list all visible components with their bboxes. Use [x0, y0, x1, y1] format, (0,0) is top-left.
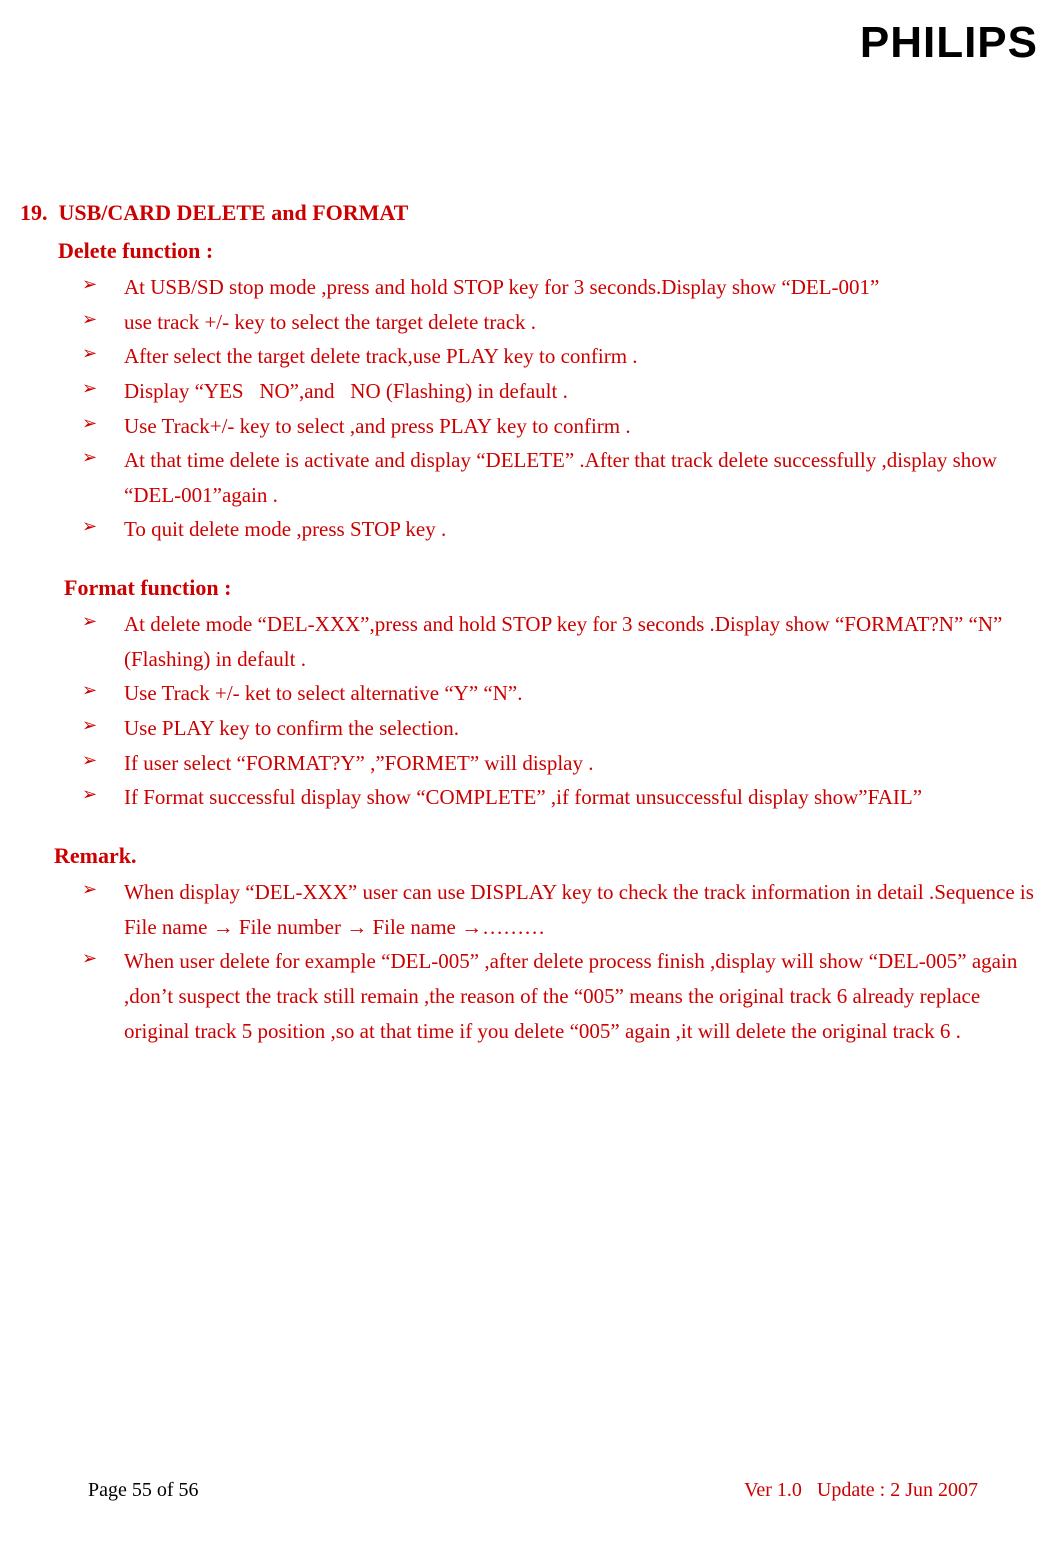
bullet-icon: ➢ [82, 305, 124, 340]
list-item: ➢When user delete for example “DEL-005” … [82, 944, 1038, 1048]
delete-function-list: ➢At USB/SD stop mode ,press and hold STO… [82, 270, 1038, 547]
document-body: 19. USB/CARD DELETE and FORMAT Delete fu… [20, 200, 1038, 1048]
version-info: Ver 1.0 Update : 2 Jun 2007 [744, 1479, 978, 1502]
list-item-text: At that time delete is activate and disp… [124, 443, 1038, 512]
remark-list: ➢When display “DEL-XXX” user can use DIS… [82, 875, 1038, 1048]
list-item-text: After select the target delete track,use… [124, 339, 1038, 374]
section-number: 19. [20, 200, 48, 225]
list-item-text: use track +/- key to select the target d… [124, 305, 1038, 340]
bullet-icon: ➢ [82, 339, 124, 374]
list-item: ➢To quit delete mode ,press STOP key . [82, 512, 1038, 547]
list-item-text: At USB/SD stop mode ,press and hold STOP… [124, 270, 1038, 305]
section-title: 19. USB/CARD DELETE and FORMAT [20, 200, 1038, 226]
list-item: ➢use track +/- key to select the target … [82, 305, 1038, 340]
list-item: ➢If user select “FORMAT?Y” ,”FORMET” wil… [82, 746, 1038, 781]
format-function-list: ➢At delete mode “DEL-XXX”,press and hold… [82, 607, 1038, 815]
remark-heading: Remark. [54, 843, 1038, 869]
list-item: ➢At USB/SD stop mode ,press and hold STO… [82, 270, 1038, 305]
format-function-heading: Format function : [64, 575, 1038, 601]
list-item: ➢If Format successful display show “COMP… [82, 780, 1038, 815]
bullet-icon: ➢ [82, 270, 124, 305]
list-item-text: At delete mode “DEL-XXX”,press and hold … [124, 607, 1038, 676]
bullet-icon: ➢ [82, 409, 124, 444]
list-item: ➢At that time delete is activate and dis… [82, 443, 1038, 512]
bullet-icon: ➢ [82, 676, 124, 711]
list-item-text: When display “DEL-XXX” user can use DISP… [124, 875, 1038, 944]
list-item-text: If user select “FORMAT?Y” ,”FORMET” will… [124, 746, 1038, 781]
section-title-text: USB/CARD DELETE and FORMAT [59, 200, 409, 225]
list-item: ➢At delete mode “DEL-XXX”,press and hold… [82, 607, 1038, 676]
bullet-icon: ➢ [82, 875, 124, 944]
bullet-icon: ➢ [82, 607, 124, 676]
list-item-text: Use Track +/- ket to select alternative … [124, 676, 1038, 711]
list-item-text: Use PLAY key to confirm the selection. [124, 711, 1038, 746]
list-item-text: When user delete for example “DEL-005” ,… [124, 944, 1038, 1048]
list-item: ➢Use PLAY key to confirm the selection. [82, 711, 1038, 746]
list-item-text: Use Track+/- key to select ,and press PL… [124, 409, 1038, 444]
list-item: ➢Use Track+/- key to select ,and press P… [82, 409, 1038, 444]
list-item-text: If Format successful display show “COMPL… [124, 780, 1038, 815]
bullet-icon: ➢ [82, 711, 124, 746]
bullet-icon: ➢ [82, 443, 124, 512]
list-item: ➢When display “DEL-XXX” user can use DIS… [82, 875, 1038, 944]
bullet-icon: ➢ [82, 374, 124, 409]
list-item: ➢Use Track +/- ket to select alternative… [82, 676, 1038, 711]
delete-function-heading: Delete function : [58, 238, 1038, 264]
bullet-icon: ➢ [82, 944, 124, 1048]
list-item-text: Display “YES NO”,and NO (Flashing) in de… [124, 374, 1038, 409]
list-item: ➢After select the target delete track,us… [82, 339, 1038, 374]
brand-logo: PHILIPS [860, 18, 1038, 68]
page-footer: Page 55 of 56 Ver 1.0 Update : 2 Jun 200… [0, 1479, 1058, 1502]
page-number: Page 55 of 56 [88, 1479, 199, 1502]
bullet-icon: ➢ [82, 512, 124, 547]
list-item-text: To quit delete mode ,press STOP key . [124, 512, 1038, 547]
list-item: ➢Display “YES NO”,and NO (Flashing) in d… [82, 374, 1038, 409]
bullet-icon: ➢ [82, 746, 124, 781]
bullet-icon: ➢ [82, 780, 124, 815]
